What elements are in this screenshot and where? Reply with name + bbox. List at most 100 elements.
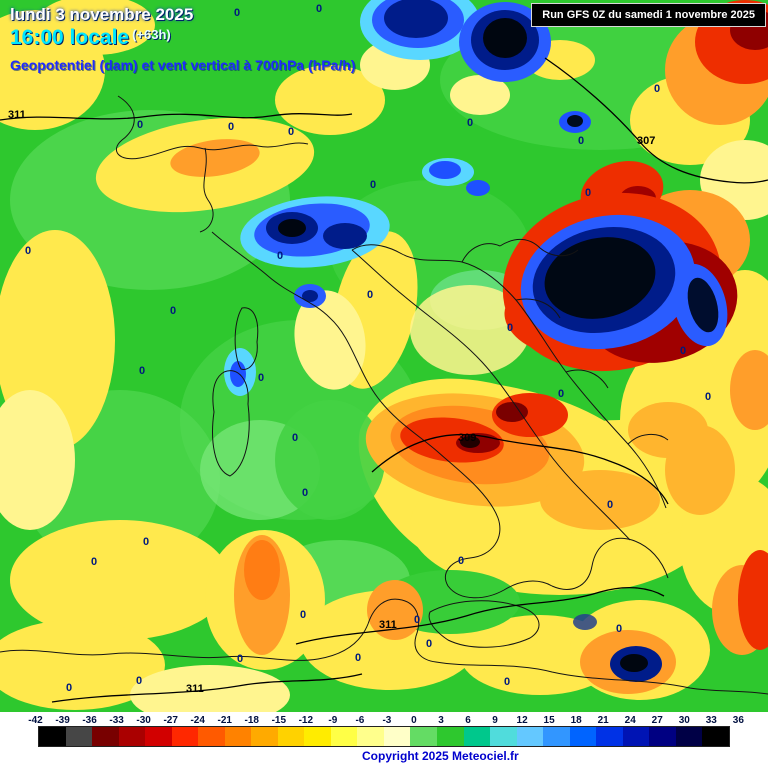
colorbar-cell (383, 727, 411, 746)
map-annotations: 0 0 0 0 0 0 0 0 0 0 0 0 0 0 0 0 0 0 0 0 0 0 0 0 0 0 0 0 0 0 0 0 0 0 0 311 30… (8, 3, 712, 695)
colorbar-tick-label: -15 (271, 715, 287, 726)
colorbar-cell (436, 727, 464, 746)
colorbar-tick-label: -18 (244, 715, 259, 726)
colorbar-cell (224, 727, 252, 746)
colorbar-cell (92, 727, 119, 746)
vertical-velocity-zero-label: 0 (705, 391, 712, 403)
forecast-offset: (+63h) (132, 27, 171, 42)
colorbar-cell (649, 727, 676, 746)
colorbar-cell (118, 727, 146, 746)
colorbar-tick-label: 0 (411, 715, 417, 726)
vertical-velocity-zero-label: 0 (288, 126, 295, 138)
valid-date: lundi 3 novembre 2025 (10, 5, 194, 24)
colorbar-cell (702, 727, 729, 746)
valid-time-text: 16:00 locale (10, 26, 130, 49)
colorbar-cell (330, 727, 358, 746)
colorbar-cell (145, 727, 172, 746)
vertical-velocity-zero-label: 0 (355, 652, 362, 664)
colorbar-tick-label: 36 (732, 715, 744, 726)
colorbar-tick-label: -30 (136, 715, 151, 726)
colorbar-tick-label: -3 (382, 715, 392, 726)
colorbar-cell (543, 727, 570, 746)
vertical-velocity-zero-label: 0 (367, 289, 374, 301)
vertical-velocity-zero-label: 0 (170, 305, 177, 317)
geopotential-contour-label: 307 (637, 135, 656, 147)
map-title: Geopotentiel (dam) et vent vertical à 70… (10, 57, 356, 73)
vertical-velocity-zero-label: 0 (137, 119, 144, 131)
run-info-box: Run GFS 0Z du samedi 1 novembre 2025 (531, 3, 766, 27)
colorbar-tick-label: 9 (492, 715, 498, 726)
colorbar-tick-label: -9 (328, 715, 338, 726)
colorbar-cell (277, 727, 305, 746)
colorbar-cell (357, 727, 384, 746)
colorbar-tick-label: 21 (597, 715, 609, 726)
colorbar-cell (39, 727, 66, 746)
vertical-velocity-zero-label: 0 (578, 135, 585, 147)
colorbar-cells (38, 726, 730, 747)
colorbar-cell (463, 727, 491, 746)
vertical-velocity-zero-label: 0 (414, 614, 421, 626)
colorbar-tick-label: -6 (355, 715, 365, 726)
vertical-velocity-zero-label: 0 (292, 432, 299, 444)
vertical-velocity-zero-label: 0 (426, 638, 433, 650)
geopotential-contour-label: 311 (379, 619, 397, 631)
vertical-velocity-zero-label: 0 (136, 675, 143, 687)
vertical-velocity-zero-label: 0 (680, 345, 687, 357)
vertical-velocity-zero-label: 0 (237, 653, 244, 665)
colorbar-tick-label: -42 (28, 715, 43, 726)
vertical-velocity-zero-label: 0 (585, 187, 592, 199)
colorbar-cell (171, 727, 199, 746)
colorbar-tick-label: -21 (217, 715, 232, 726)
vertical-velocity-zero-label: 0 (139, 365, 146, 377)
vertical-velocity-zero-label: 0 (277, 250, 284, 262)
vertical-velocity-zero-label: 0 (558, 388, 565, 400)
colorbar: -42 -39 -36 -33 -30 -27 -24 -21 -18 -15 -12 -9 -6 -3 0… (0, 712, 768, 768)
colorbar-cell (65, 727, 93, 746)
colorbar-cell (251, 727, 278, 746)
colorbar-tick-label: -39 (55, 715, 70, 726)
geopotential-contour-label: 309 (458, 432, 477, 444)
vertical-velocity-zero-label: 0 (607, 499, 614, 511)
copyright: Copyright 2025 Meteociel.fr (362, 749, 519, 763)
map-header: lundi 3 novembre 2025 16:00 locale (+63h)… (10, 5, 355, 73)
vertical-velocity-zero-label: 0 (370, 179, 377, 191)
colorbar-cell (596, 727, 623, 746)
geopotential-contour-label: 311 (8, 109, 26, 121)
vertical-velocity-zero-label: 0 (300, 609, 307, 621)
colorbar-tick-label: 6 (465, 715, 471, 726)
vertical-velocity-zero-label: 0 (507, 322, 514, 334)
colorbar-tick-label: 24 (624, 715, 636, 726)
vertical-velocity-zero-label: 0 (654, 83, 661, 95)
vertical-velocity-zero-label: 0 (66, 682, 73, 694)
colorbar-tick-label: -12 (298, 715, 314, 726)
colorbar-tick-label: -36 (82, 715, 97, 726)
colorbar-tick-label: 3 (438, 715, 444, 726)
vertical-velocity-zero-label: 0 (616, 623, 623, 635)
vertical-velocity-zero-label: 0 (316, 3, 323, 15)
colorbar-tick-label: -27 (163, 715, 178, 726)
colorbar-tick-label: 18 (570, 715, 582, 726)
geopotential-contour-label: 311 (186, 683, 204, 695)
vertical-velocity-zero-label: 0 (504, 676, 511, 688)
vertical-velocity-zero-label: 0 (25, 245, 32, 257)
vertical-velocity-zero-label: 0 (258, 372, 265, 384)
vertical-velocity-zero-label: 0 (302, 487, 309, 499)
valid-time: 16:00 locale (+63h) (10, 26, 355, 50)
vertical-velocity-zero-label: 0 (467, 117, 474, 129)
colorbar-cell (490, 727, 517, 746)
vertical-velocity-zero-label: 0 (234, 7, 241, 19)
vertical-velocity-zero-label: 0 (143, 536, 150, 548)
colorbar-tick-label: 15 (543, 715, 555, 726)
colorbar-tick-label: 27 (651, 715, 663, 726)
colorbar-ticks: -42 -39 -36 -33 -30 -27 -24 -21 -18 -15 -12 -9 -6 -3 0… (22, 712, 752, 726)
colorbar-tick-label: -24 (190, 715, 205, 726)
colorbar-cell (675, 727, 703, 746)
vertical-velocity-zero-label: 0 (458, 555, 465, 567)
vertical-velocity-zero-label: 0 (228, 121, 235, 133)
colorbar-cell (516, 727, 544, 746)
colorbar-cell (622, 727, 650, 746)
colorbar-tick-label: 33 (705, 715, 717, 726)
colorbar-tick-label: 30 (678, 715, 690, 726)
colorbar-tick-label: 12 (516, 715, 528, 726)
vertical-velocity-zero-label: 0 (91, 556, 98, 568)
